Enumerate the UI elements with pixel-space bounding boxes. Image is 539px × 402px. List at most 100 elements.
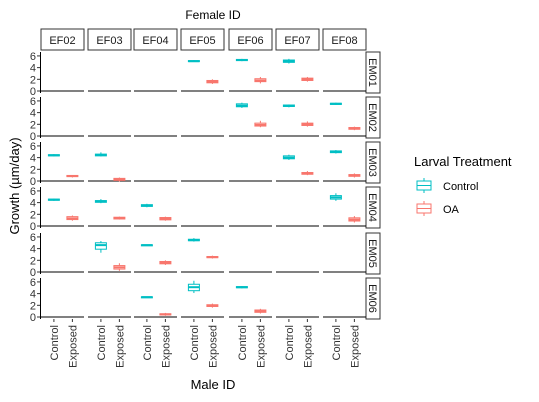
row-strip: [365, 51, 381, 94]
box-control: [235, 286, 248, 289]
y-tick-label: 4: [30, 289, 36, 301]
row-strip: [365, 96, 381, 139]
box-control: [329, 102, 342, 106]
box-control: [235, 58, 248, 62]
x-tick-label: Exposed: [160, 325, 172, 368]
box-exposed: [113, 216, 126, 220]
box-exposed: [113, 177, 126, 182]
y-tick-label: 2: [30, 255, 36, 267]
y-tick-label: 6: [30, 277, 36, 289]
box-exposed: [254, 308, 267, 314]
box-exposed: [348, 173, 361, 178]
column-strip: [322, 28, 367, 51]
y-tick-label: 6: [30, 232, 36, 244]
column-strip: [40, 28, 85, 51]
row-strip-label: EM03: [366, 148, 378, 177]
legend-label: OA: [443, 204, 460, 216]
box-exposed: [301, 121, 314, 127]
box-control: [329, 193, 342, 201]
legend-key-oa: [414, 200, 434, 217]
row-strip-label: EM02: [366, 103, 378, 132]
x-tick-label: Control: [49, 325, 61, 360]
column-strip: [133, 28, 178, 51]
x-axis-title: Male ID: [191, 377, 236, 392]
x-tick-label: Control: [189, 325, 201, 360]
box-control: [282, 58, 295, 64]
box-control: [94, 199, 107, 204]
box-control: [187, 60, 200, 63]
box-control: [187, 238, 200, 242]
top-axis-title: Female ID: [185, 8, 241, 22]
x-tick-label: Exposed: [255, 325, 267, 368]
y-tick-label: 0: [30, 86, 36, 98]
box-control: [47, 154, 60, 157]
column-strip-label: EF06: [237, 35, 263, 47]
y-tick-label: 6: [30, 186, 36, 198]
column-strip: [180, 28, 225, 51]
box-control: [47, 198, 60, 201]
row-strip-label: EM05: [366, 239, 378, 268]
column-strip-label: EF02: [49, 35, 75, 47]
column-strip-label: EF05: [189, 35, 215, 47]
x-tick-label: Exposed: [349, 325, 361, 368]
legend: Larval Treatment Control OA: [414, 154, 512, 217]
row-strip: [365, 277, 381, 320]
box-control: [235, 102, 248, 108]
y-axis-title: Growth (µm/day): [7, 137, 22, 234]
y-tick-label: 2: [30, 74, 36, 86]
column-strip: [87, 28, 132, 51]
box-exposed: [113, 263, 126, 271]
box-exposed: [159, 260, 172, 265]
row-strip: [365, 141, 381, 184]
box-exposed: [301, 171, 314, 176]
column-strip-label: EF07: [284, 35, 310, 47]
y-tick-label: 0: [30, 131, 36, 143]
column-strip: [275, 28, 320, 51]
box-control: [140, 203, 153, 208]
y-tick-label: 6: [30, 96, 36, 108]
x-tick-label: Control: [96, 325, 108, 360]
box-control: [140, 296, 153, 299]
legend-label: Control: [443, 181, 478, 193]
box-exposed: [348, 126, 361, 131]
box-exposed: [206, 79, 219, 84]
legend-key-control: [414, 177, 434, 194]
box-exposed: [159, 216, 172, 221]
y-tick-label: 4: [30, 244, 36, 256]
y-tick-label: 4: [30, 108, 36, 120]
y-tick-label: 6: [30, 51, 36, 63]
x-tick-label: Exposed: [67, 325, 79, 368]
box-exposed: [159, 312, 172, 316]
box-exposed: [254, 120, 267, 128]
box-control: [94, 241, 107, 253]
x-tick-label: Control: [142, 325, 154, 360]
y-tick-label: 0: [30, 267, 36, 279]
facet-grid: EF02 EF03 EF04 EF05 EF06 EF07 EF08 EM01 EM02 EM03…: [30, 28, 381, 368]
box-control: [94, 152, 107, 157]
x-tick-label: Control: [237, 325, 249, 360]
row-strip: [365, 186, 381, 229]
box-exposed: [66, 174, 79, 178]
y-tick-label: 0: [30, 312, 36, 324]
x-tick-label: Control: [331, 325, 343, 360]
box-control: [282, 154, 295, 160]
row-strip: [365, 232, 381, 275]
column-strip-label: EF04: [142, 35, 168, 47]
y-tick-label: 2: [30, 209, 36, 221]
x-tick-label: Exposed: [114, 325, 126, 368]
row-strip-label: EM04: [366, 193, 378, 222]
box-exposed: [206, 255, 219, 259]
y-tick-label: 4: [30, 198, 36, 210]
row-strip-label: EM01: [366, 58, 378, 87]
box-exposed: [206, 303, 219, 308]
y-tick-label: 2: [30, 119, 36, 131]
y-tick-label: 4: [30, 63, 36, 75]
x-tick-label: Exposed: [207, 325, 219, 368]
box-control: [329, 150, 342, 154]
box-exposed: [254, 76, 267, 84]
box-exposed: [348, 216, 361, 223]
box-control: [282, 104, 295, 108]
y-tick-label: 2: [30, 164, 36, 176]
y-tick-label: 0: [30, 221, 36, 233]
